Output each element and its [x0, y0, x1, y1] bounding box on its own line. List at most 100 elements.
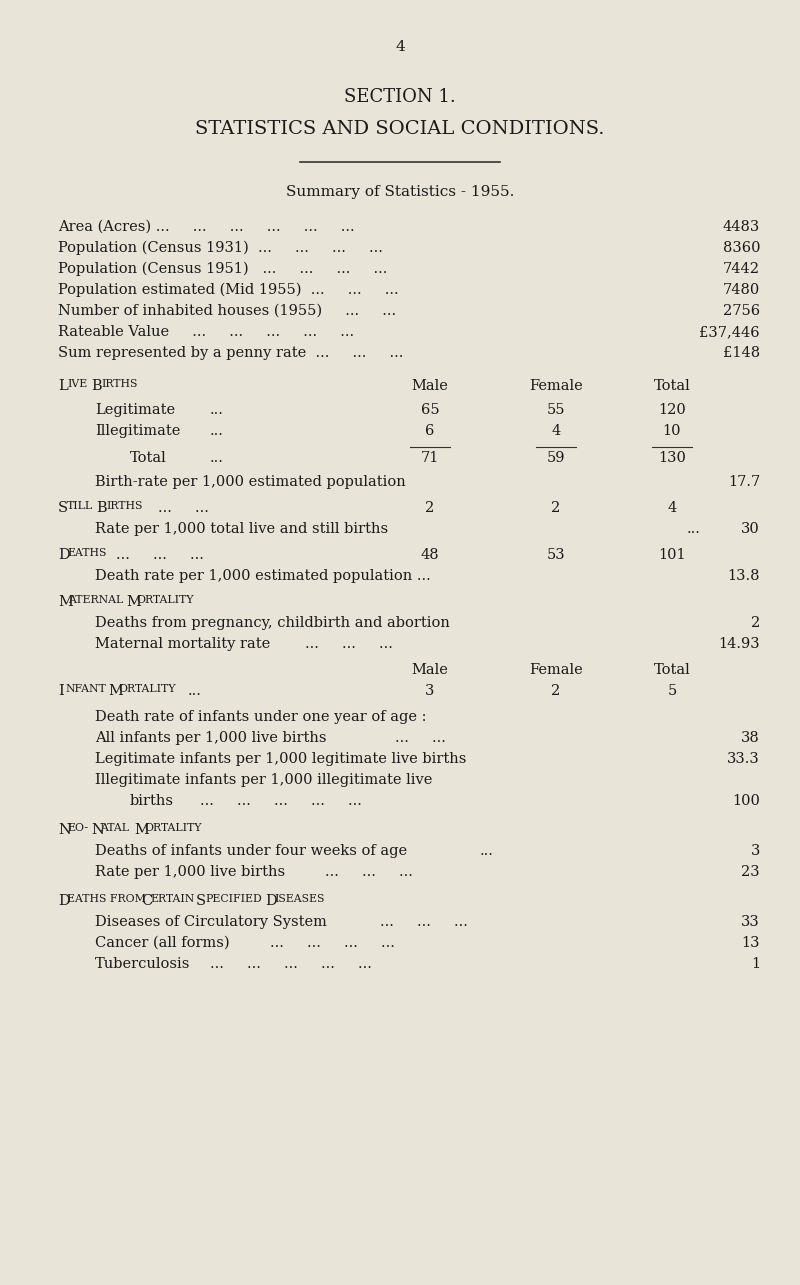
Text: Area (Acres) ...     ...     ...     ...     ...     ...: Area (Acres) ... ... ... ... ... ...	[58, 220, 354, 234]
Text: Illegitimate: Illegitimate	[95, 424, 180, 438]
Text: 13.8: 13.8	[727, 569, 760, 583]
Text: NFANT: NFANT	[65, 684, 106, 694]
Text: N: N	[91, 822, 104, 837]
Text: D: D	[58, 894, 70, 908]
Text: ...     ...     ...: ... ... ...	[325, 865, 413, 879]
Text: I: I	[58, 684, 64, 698]
Text: 14.93: 14.93	[718, 637, 760, 651]
Text: ...     ...     ...: ... ... ...	[380, 915, 468, 929]
Text: M: M	[126, 595, 141, 609]
Text: S: S	[196, 894, 206, 908]
Text: B: B	[91, 379, 102, 393]
Text: 53: 53	[546, 547, 566, 562]
Text: Population (Census 1951)   ...     ...     ...     ...: Population (Census 1951) ... ... ... ...	[58, 262, 387, 276]
Text: ERTAIN: ERTAIN	[150, 894, 194, 905]
Text: Population estimated (Mid 1955)  ...     ...     ...: Population estimated (Mid 1955) ... ... …	[58, 283, 398, 297]
Text: C: C	[141, 894, 152, 908]
Text: ...: ...	[210, 403, 224, 418]
Text: ...: ...	[188, 684, 202, 698]
Text: 2: 2	[750, 616, 760, 630]
Text: 71: 71	[421, 451, 439, 465]
Text: Legitimate: Legitimate	[95, 403, 175, 418]
Text: All infants per 1,000 live births: All infants per 1,000 live births	[95, 731, 326, 745]
Text: IRTHS: IRTHS	[106, 501, 142, 511]
Text: IVE: IVE	[67, 379, 87, 389]
Text: Deaths of infants under four weeks of age: Deaths of infants under four weeks of ag…	[95, 844, 407, 858]
Text: Male: Male	[411, 379, 449, 393]
Text: STATISTICS AND SOCIAL CONDITIONS.: STATISTICS AND SOCIAL CONDITIONS.	[195, 120, 605, 137]
Text: Death rate of infants under one year of age :: Death rate of infants under one year of …	[95, 711, 426, 723]
Text: ...: ...	[687, 522, 701, 536]
Text: 120: 120	[658, 403, 686, 418]
Text: PECIFIED: PECIFIED	[205, 894, 262, 905]
Text: 7442: 7442	[723, 262, 760, 276]
Text: N: N	[58, 822, 71, 837]
Text: Summary of Statistics - 1955.: Summary of Statistics - 1955.	[286, 185, 514, 199]
Text: 130: 130	[658, 451, 686, 465]
Text: 4: 4	[667, 501, 677, 515]
Text: Rate per 1,000 live births: Rate per 1,000 live births	[95, 865, 285, 879]
Text: 100: 100	[732, 794, 760, 808]
Text: Tuberculosis: Tuberculosis	[95, 957, 190, 971]
Text: Female: Female	[529, 663, 583, 677]
Text: 2: 2	[551, 501, 561, 515]
Text: S: S	[58, 501, 68, 515]
Text: Male: Male	[411, 663, 449, 677]
Text: Population (Census 1931)  ...     ...     ...     ...: Population (Census 1931) ... ... ... ...	[58, 242, 383, 256]
Text: D: D	[265, 894, 277, 908]
Text: 65: 65	[421, 403, 439, 418]
Text: Rate per 1,000 total live and still births: Rate per 1,000 total live and still birt…	[95, 522, 388, 536]
Text: 4483: 4483	[722, 220, 760, 234]
Text: Legitimate infants per 1,000 legitimate live births: Legitimate infants per 1,000 legitimate …	[95, 752, 466, 766]
Text: Rateable Value     ...     ...     ...     ...     ...: Rateable Value ... ... ... ... ...	[58, 325, 354, 339]
Text: Illegitimate infants per 1,000 illegitimate live: Illegitimate infants per 1,000 illegitim…	[95, 774, 432, 786]
Text: Total: Total	[130, 451, 166, 465]
Text: IRTHS: IRTHS	[101, 379, 138, 389]
Text: 101: 101	[658, 547, 686, 562]
Text: ORTALITY: ORTALITY	[118, 684, 175, 694]
Text: 8360: 8360	[722, 242, 760, 254]
Text: ...: ...	[210, 451, 224, 465]
Text: 17.7: 17.7	[728, 475, 760, 490]
Text: TILL: TILL	[67, 501, 93, 511]
Text: births: births	[130, 794, 174, 808]
Text: 13: 13	[742, 935, 760, 950]
Text: 4: 4	[395, 40, 405, 54]
Text: 3: 3	[750, 844, 760, 858]
Text: ...     ...     ...     ...     ...: ... ... ... ... ...	[200, 794, 362, 808]
Text: ATERNAL: ATERNAL	[68, 595, 123, 605]
Text: L: L	[58, 379, 68, 393]
Text: 48: 48	[421, 547, 439, 562]
Text: 2756: 2756	[723, 305, 760, 317]
Text: £37,446: £37,446	[699, 325, 760, 339]
Text: 2: 2	[426, 501, 434, 515]
Text: Death rate per 1,000 estimated population ...: Death rate per 1,000 estimated populatio…	[95, 569, 430, 583]
Text: EATHS: EATHS	[67, 547, 106, 558]
Text: ISEASES: ISEASES	[274, 894, 324, 905]
Text: ...     ...     ...: ... ... ...	[116, 547, 204, 562]
Text: Birth-rate per 1,000 estimated population: Birth-rate per 1,000 estimated populatio…	[95, 475, 406, 490]
Text: 4: 4	[551, 424, 561, 438]
Text: ...     ...     ...: ... ... ...	[305, 637, 393, 651]
Text: D: D	[58, 547, 70, 562]
Text: 33: 33	[742, 915, 760, 929]
Text: ORTALITY: ORTALITY	[136, 595, 194, 605]
Text: 59: 59	[546, 451, 566, 465]
Text: Total: Total	[654, 379, 690, 393]
Text: 1: 1	[751, 957, 760, 971]
Text: 5: 5	[667, 684, 677, 698]
Text: ...     ...     ...     ...: ... ... ... ...	[270, 935, 395, 950]
Text: M: M	[58, 595, 73, 609]
Text: ...     ...: ... ...	[395, 731, 446, 745]
Text: ORTALITY: ORTALITY	[144, 822, 202, 833]
Text: ...     ...     ...     ...     ...: ... ... ... ... ...	[210, 957, 372, 971]
Text: 38: 38	[742, 731, 760, 745]
Text: 33.3: 33.3	[727, 752, 760, 766]
Text: 6: 6	[426, 424, 434, 438]
Text: Number of inhabited houses (1955)     ...     ...: Number of inhabited houses (1955) ... ..…	[58, 305, 396, 317]
Text: 3: 3	[426, 684, 434, 698]
Text: Deaths from pregnancy, childbirth and abortion: Deaths from pregnancy, childbirth and ab…	[95, 616, 450, 630]
Text: £148: £148	[723, 346, 760, 360]
Text: M: M	[108, 684, 123, 698]
Text: Total: Total	[654, 663, 690, 677]
